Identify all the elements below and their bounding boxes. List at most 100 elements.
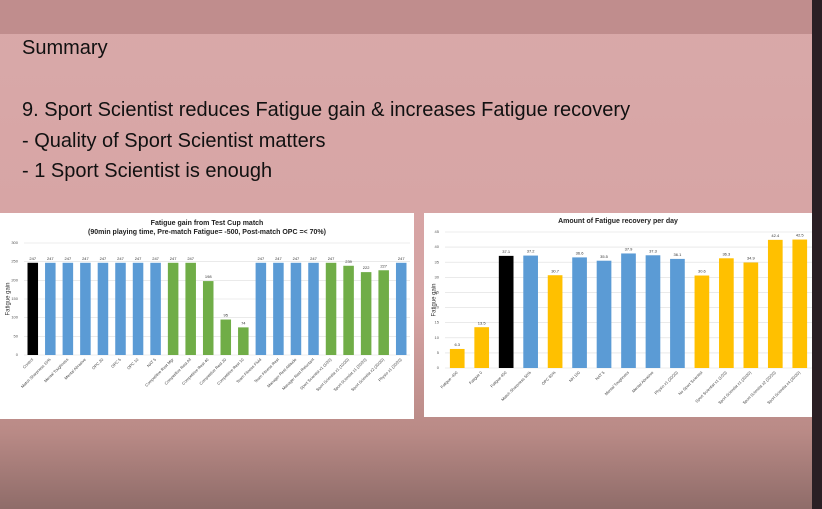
data-label: 6.3 <box>454 342 460 347</box>
summary-heading: Summary <box>22 37 108 59</box>
data-label: 42.4 <box>771 233 780 238</box>
data-label: 37.1 <box>502 249 511 254</box>
bar <box>308 262 319 355</box>
data-label: 95 <box>224 313 229 318</box>
data-label: 74 <box>241 320 246 325</box>
y-tick-label: 20 <box>435 305 440 310</box>
bar <box>220 319 232 355</box>
data-label: 13.5 <box>478 320 487 325</box>
y-tick-label: 0 <box>16 352 19 357</box>
data-label: 247 <box>47 256 54 261</box>
bar <box>150 262 161 355</box>
summary-point: 9. Sport Scientist reduces Fatigue gain … <box>22 99 631 121</box>
y-tick-label: 15 <box>435 320 440 325</box>
y-tick-label: 250 <box>11 259 18 264</box>
bar <box>343 265 354 355</box>
y-tick-label: 300 <box>11 240 18 245</box>
data-label: 247 <box>187 256 194 261</box>
data-label: 222 <box>363 265 370 270</box>
bar <box>97 262 109 355</box>
game-header-bar <box>0 0 822 34</box>
data-label: 247 <box>293 256 300 261</box>
y-tick-label: 25 <box>435 290 440 295</box>
bar <box>743 262 759 368</box>
y-tick-label: 0 <box>437 365 440 370</box>
bar <box>498 255 514 368</box>
bar <box>767 239 783 368</box>
data-label: 247 <box>398 256 405 261</box>
side-strip <box>812 0 822 509</box>
chart-title: Fatigue gain from Test Cup match <box>151 220 264 227</box>
summary-point: - Quality of Sport Scientist matters <box>22 130 326 152</box>
bar <box>378 270 389 355</box>
data-label: 227 <box>380 263 387 268</box>
y-tick-label: 50 <box>14 333 19 338</box>
bar <box>694 275 710 368</box>
bar <box>523 255 538 368</box>
y-tick-label: 150 <box>11 296 18 301</box>
data-label: 247 <box>117 256 124 261</box>
bar <box>670 258 685 368</box>
summary-point: - 1 Sport Scientist is enough <box>22 160 273 182</box>
data-label: 247 <box>310 256 317 261</box>
data-label: 247 <box>152 256 159 261</box>
chart-title: Amount of Fatigue recovery per day <box>558 218 678 225</box>
data-label: 36.6 <box>576 250 585 255</box>
bar <box>474 327 490 368</box>
y-tick-label: 10 <box>435 335 440 340</box>
bar <box>719 258 734 368</box>
data-label: 37.3 <box>649 248 658 253</box>
bar <box>290 262 302 355</box>
data-label: 247 <box>65 256 72 261</box>
bar <box>547 275 563 368</box>
bar <box>167 262 179 355</box>
chart-subtitle: (90min playing time, Pre-match Fatigue= … <box>88 229 326 236</box>
y-tick-label: 5 <box>437 350 440 355</box>
data-label: 247 <box>29 256 36 261</box>
bar <box>255 262 267 355</box>
bar <box>449 348 465 368</box>
bar <box>325 262 337 355</box>
bar <box>202 281 214 355</box>
data-label: 37.9 <box>625 247 634 252</box>
bar <box>572 257 587 368</box>
bar <box>596 260 612 368</box>
bar <box>132 262 144 355</box>
bar <box>645 255 661 368</box>
bar <box>45 262 56 355</box>
bar <box>273 262 284 355</box>
y-axis-label: Fatigue gain <box>6 282 12 315</box>
y-axis-label: Fatigue gain <box>432 283 438 316</box>
bar <box>80 262 91 355</box>
data-label: 34.9 <box>747 256 756 261</box>
y-tick-label: 100 <box>11 315 18 320</box>
data-label: 37.2 <box>527 249 536 254</box>
bar <box>792 239 808 368</box>
data-label: 247 <box>135 256 142 261</box>
y-tick-label: 45 <box>435 229 440 234</box>
y-tick-label: 40 <box>435 244 440 249</box>
data-label: 247 <box>100 256 107 261</box>
data-label: 247 <box>170 256 177 261</box>
data-label: 247 <box>275 256 282 261</box>
data-label: 247 <box>328 256 335 261</box>
data-label: 239 <box>345 259 352 264</box>
data-label: 198 <box>205 274 212 279</box>
bar <box>395 262 407 355</box>
data-label: 30.6 <box>698 269 707 274</box>
bar <box>115 262 126 355</box>
bar <box>27 262 39 355</box>
bar <box>621 253 636 368</box>
data-label: 247 <box>82 256 89 261</box>
y-tick-label: 200 <box>11 277 18 282</box>
bar <box>238 327 249 355</box>
bar <box>62 262 74 355</box>
y-tick-label: 35 <box>435 259 440 264</box>
data-label: 247 <box>258 256 265 261</box>
bar <box>360 272 372 355</box>
data-label: 42.5 <box>796 233 805 238</box>
x-tick-label: NAT 5 <box>146 356 158 368</box>
x-tick-label: NAT 5 <box>594 369 606 381</box>
